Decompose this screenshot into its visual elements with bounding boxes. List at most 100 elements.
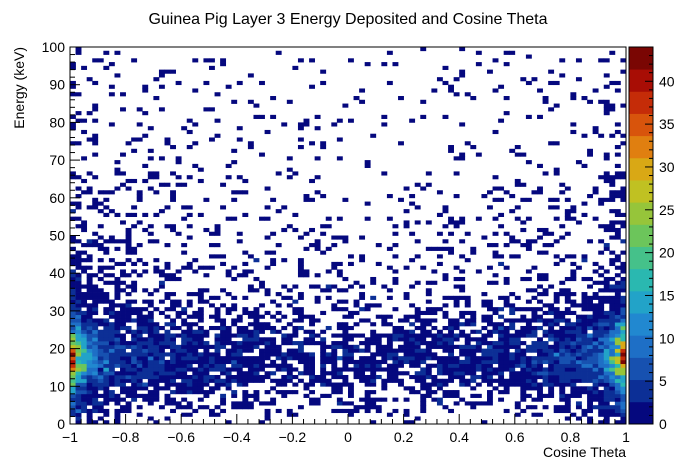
heatmap-cell — [620, 186, 627, 191]
heatmap-cell — [414, 356, 421, 361]
heatmap-cell — [158, 341, 165, 346]
heatmap-cell — [336, 382, 343, 387]
heatmap-cell — [320, 382, 327, 387]
heatmap-cell — [75, 141, 82, 146]
heatmap-cell — [559, 367, 566, 372]
heatmap-cell — [309, 58, 315, 63]
heatmap-cell — [275, 367, 282, 372]
heatmap-cell — [459, 220, 466, 225]
heatmap-cell — [581, 201, 588, 206]
heatmap-cell — [181, 205, 188, 210]
heatmap-cell — [603, 227, 610, 233]
heatmap-cell — [336, 307, 343, 312]
heatmap-cell — [459, 367, 466, 372]
heatmap-cell — [92, 359, 99, 365]
heatmap-cell — [587, 401, 593, 406]
heatmap-cell — [108, 363, 115, 368]
heatmap-cell — [386, 322, 393, 327]
heatmap-cell — [559, 344, 566, 349]
heatmap-cell — [336, 333, 343, 338]
heatmap-cell — [570, 216, 577, 221]
colorbar-segment — [629, 313, 653, 336]
heatmap-cell — [353, 310, 360, 316]
heatmap-cell — [603, 390, 610, 395]
heatmap-cell — [620, 412, 627, 417]
heatmap-cell — [281, 363, 288, 368]
heatmap-cell — [81, 374, 88, 380]
heatmap-cell — [264, 363, 271, 368]
heatmap-cell — [181, 329, 188, 334]
heatmap-cell — [92, 58, 99, 63]
heatmap-cell — [348, 58, 354, 63]
heatmap-cell — [548, 333, 555, 338]
heatmap-cell — [97, 201, 104, 206]
heatmap-cell — [147, 393, 154, 398]
heatmap-cell — [503, 356, 510, 361]
heatmap-cell — [503, 299, 510, 304]
heatmap-cell — [214, 325, 221, 331]
heatmap-cell — [420, 348, 427, 353]
heatmap-cell — [564, 405, 571, 410]
heatmap-cell — [314, 156, 321, 161]
heatmap-cell — [592, 382, 599, 387]
heatmap-cell — [537, 344, 543, 349]
heatmap-cell — [425, 367, 432, 372]
heatmap-cell — [147, 401, 154, 406]
heatmap-cell — [231, 390, 238, 395]
heatmap-cell — [531, 265, 538, 270]
heatmap-cell — [75, 261, 82, 267]
heatmap-cell — [381, 367, 388, 372]
heatmap-cell — [375, 333, 382, 338]
heatmap-cell — [70, 371, 76, 376]
heatmap-cell — [564, 397, 571, 402]
heatmap-cell — [164, 314, 171, 319]
heatmap-cell — [403, 397, 410, 402]
heatmap-cell — [448, 374, 454, 380]
heatmap-cell — [575, 322, 582, 327]
heatmap-cell — [253, 359, 260, 365]
heatmap-cell — [158, 405, 165, 410]
heatmap-cell — [70, 397, 76, 402]
heatmap-cell — [192, 359, 199, 365]
heatmap-cell — [303, 382, 310, 387]
heatmap-cell — [442, 405, 449, 410]
heatmap-cell — [181, 216, 188, 221]
heatmap-cell — [164, 141, 171, 146]
heatmap-cell — [403, 371, 410, 376]
heatmap-cell — [214, 356, 221, 361]
heatmap-cell — [175, 175, 182, 180]
heatmap-cell — [548, 325, 555, 331]
heatmap-cell — [381, 318, 388, 323]
heatmap-cell — [409, 337, 416, 342]
heatmap-cell — [197, 167, 204, 172]
heatmap-cell — [231, 216, 238, 221]
heatmap-cell — [553, 292, 560, 297]
heatmap-cell — [136, 197, 143, 202]
heatmap-cell — [564, 186, 571, 191]
heatmap-cell — [598, 356, 605, 361]
heatmap-cell — [81, 299, 88, 304]
heatmap-cell — [575, 265, 582, 270]
heatmap-cell — [70, 359, 76, 365]
heatmap-cell — [448, 220, 454, 225]
heatmap-cell — [92, 107, 99, 112]
heatmap-cell — [297, 378, 304, 383]
heatmap-cell — [609, 393, 616, 398]
heatmap-cell — [375, 261, 382, 267]
heatmap-cell — [353, 374, 360, 380]
heatmap-cell — [531, 190, 538, 195]
heatmap-cell — [487, 307, 493, 312]
heatmap-cell — [303, 231, 310, 236]
heatmap-cell — [609, 348, 616, 353]
heatmap-cell — [548, 356, 555, 361]
heatmap-cell — [553, 216, 560, 221]
heatmap-cell — [147, 329, 154, 334]
heatmap-cell — [581, 254, 588, 259]
heatmap-cell — [431, 352, 438, 357]
heatmap-cell — [270, 386, 277, 391]
heatmap-cell — [487, 352, 493, 357]
heatmap-cell — [492, 378, 499, 383]
heatmap-cell — [609, 325, 616, 331]
heatmap-cell — [603, 356, 610, 361]
heatmap-cell — [603, 107, 610, 112]
